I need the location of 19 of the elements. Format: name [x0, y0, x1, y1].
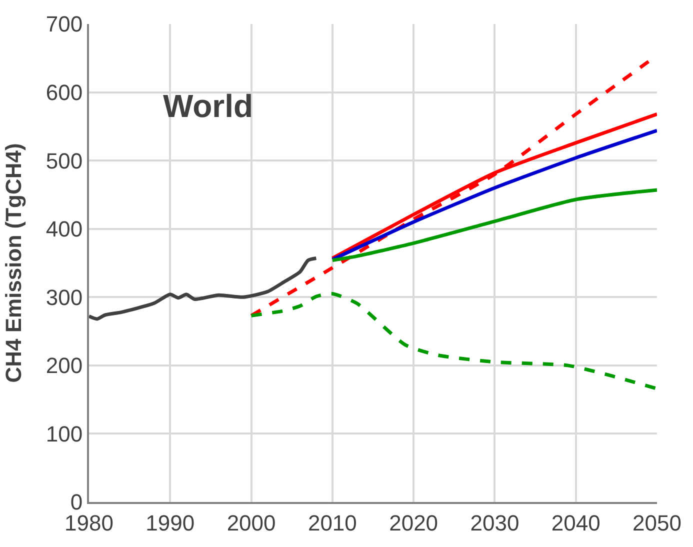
- y-tick-label: 100: [46, 421, 83, 446]
- y-tick-label: 400: [46, 216, 83, 242]
- line-series: [89, 256, 318, 321]
- x-tick-label: 2030: [470, 510, 520, 536]
- x-tick-label: 2020: [389, 510, 438, 536]
- y-tick-label: 700: [46, 12, 83, 37]
- y-tick-label: 600: [46, 80, 83, 105]
- y-axis-title: CH4 Emission (TgCH4): [1, 143, 26, 383]
- x-tick-label: 2000: [226, 510, 276, 536]
- line-series: [250, 292, 657, 390]
- annotation: World: [163, 88, 254, 124]
- y-tick-label: 200: [46, 353, 83, 378]
- y-tick-label: 300: [46, 284, 83, 310]
- line-series: [330, 188, 657, 262]
- y-tick-label: 500: [46, 148, 83, 174]
- x-tick-label: 2050: [632, 510, 682, 536]
- x-tick-label: 2010: [308, 510, 357, 536]
- x-tick-label: 2040: [551, 510, 600, 536]
- x-tick-label: 1990: [146, 510, 195, 536]
